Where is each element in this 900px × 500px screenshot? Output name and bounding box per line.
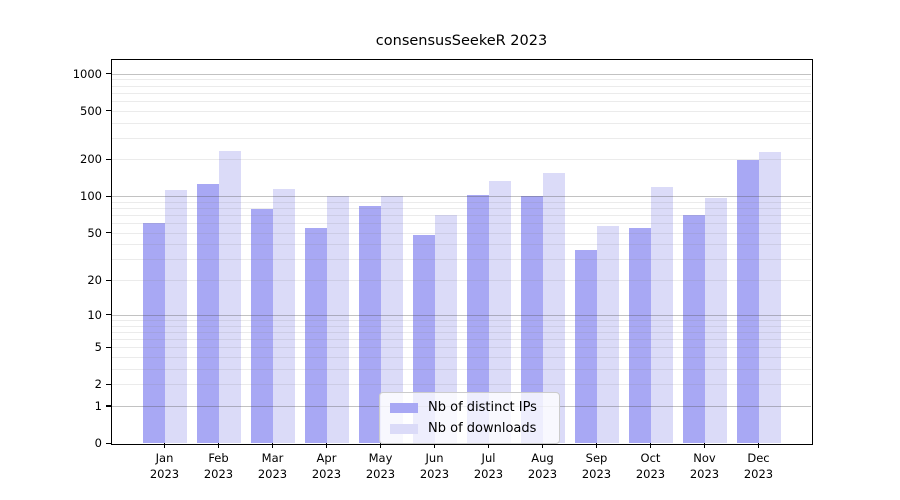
bar-feb-downloads xyxy=(218,151,241,443)
bar-aug-distinct-ips xyxy=(520,196,543,443)
legend-label-distinct-ips: Nb of distinct IPs xyxy=(428,400,537,415)
bar-jul-distinct-ips xyxy=(466,195,489,443)
bar-may-distinct-ips xyxy=(358,206,381,443)
legend: Nb of distinct IPs Nb of downloads xyxy=(379,392,560,444)
bar-jul-downloads xyxy=(488,180,511,443)
x-tick-mark-sep xyxy=(596,443,598,448)
x-tick-label-sep: Sep 2023 xyxy=(581,451,612,481)
x-tick-label-jun: Jun 2023 xyxy=(419,451,450,481)
legend-item-distinct-ips: Nb of distinct IPs xyxy=(386,397,551,418)
y-tick-label-500: 500 xyxy=(80,103,102,118)
x-tick-label-jul: Jul 2023 xyxy=(473,451,504,481)
x-tick-label-may: May 2023 xyxy=(365,451,396,481)
x-tick-mark-feb xyxy=(218,443,220,448)
bar-sep-distinct-ips xyxy=(574,249,597,443)
y-tick-label-1: 1 xyxy=(94,398,102,413)
y-tick-mark-1 xyxy=(106,405,111,407)
x-tick-label-jan: Jan 2023 xyxy=(149,451,180,481)
x-tick-mark-aug xyxy=(542,443,544,448)
y-tick-mark-0 xyxy=(106,442,111,444)
bar-jan-downloads xyxy=(164,190,187,443)
y-tick-mark-500 xyxy=(106,110,111,112)
y-tick-mark-10 xyxy=(106,314,111,316)
x-tick-label-mar: Mar 2023 xyxy=(257,451,288,481)
bar-apr-downloads xyxy=(326,196,349,443)
y-tick-label-5: 5 xyxy=(94,340,102,355)
bar-dec-downloads xyxy=(758,152,781,443)
bar-sep-downloads xyxy=(596,225,619,443)
y-tick-mark-1000 xyxy=(106,73,111,75)
x-tick-mark-apr xyxy=(326,443,328,448)
bar-mar-downloads xyxy=(272,188,295,443)
x-tick-mark-jan xyxy=(164,443,166,448)
legend-label-downloads: Nb of downloads xyxy=(428,421,537,436)
y-tick-label-0: 0 xyxy=(94,436,102,450)
x-tick-label-nov: Nov 2023 xyxy=(689,451,720,481)
y-tick-label-2: 2 xyxy=(94,377,102,392)
y-tick-mark-5 xyxy=(106,346,111,348)
plot-area: Nb of distinct IPs Nb of downloads xyxy=(110,58,813,445)
y-tick-label-50: 50 xyxy=(87,225,102,240)
bar-aug-downloads xyxy=(542,173,565,443)
x-tick-mark-mar xyxy=(272,443,274,448)
x-tick-mark-dec xyxy=(758,443,760,448)
y-tick-mark-100 xyxy=(106,195,111,197)
legend-swatch-distinct-ips xyxy=(390,402,418,413)
bar-may-downloads xyxy=(380,196,403,443)
bar-jun-downloads xyxy=(434,215,457,443)
y-tick-label-200: 200 xyxy=(80,152,102,167)
bar-nov-downloads xyxy=(704,197,727,443)
bars-layer xyxy=(112,60,811,443)
x-tick-label-oct: Oct 2023 xyxy=(635,451,666,481)
bar-oct-downloads xyxy=(650,187,673,443)
x-tick-label-aug: Aug 2023 xyxy=(527,451,558,481)
x-tick-mark-nov xyxy=(704,443,706,448)
bar-oct-distinct-ips xyxy=(628,227,651,443)
y-tick-label-1000: 1000 xyxy=(72,66,102,81)
x-tick-label-dec: Dec 2023 xyxy=(743,451,774,481)
legend-swatch-downloads xyxy=(390,423,418,434)
y-tick-mark-2 xyxy=(106,383,111,385)
bar-jun-distinct-ips xyxy=(412,234,435,443)
x-tick-label-apr: Apr 2023 xyxy=(311,451,342,481)
x-tick-mark-jul xyxy=(488,443,490,448)
bar-nov-distinct-ips xyxy=(682,215,705,443)
bar-mar-distinct-ips xyxy=(250,209,273,443)
x-tick-mark-jun xyxy=(434,443,436,448)
y-tick-mark-20 xyxy=(106,279,111,281)
bar-dec-distinct-ips xyxy=(736,159,759,443)
bar-feb-distinct-ips xyxy=(196,184,219,443)
chart-title: consensusSeekeR 2023 xyxy=(375,33,548,49)
legend-item-downloads: Nb of downloads xyxy=(386,418,551,439)
x-tick-label-feb: Feb 2023 xyxy=(203,451,234,481)
y-tick-label-100: 100 xyxy=(80,189,102,204)
y-tick-mark-50 xyxy=(106,232,111,234)
x-tick-mark-may xyxy=(380,443,382,448)
bar-jan-distinct-ips xyxy=(142,223,165,443)
bar-apr-distinct-ips xyxy=(304,227,327,443)
x-tick-mark-oct xyxy=(650,443,652,448)
y-tick-mark-200 xyxy=(106,158,111,161)
y-tick-label-20: 20 xyxy=(87,273,102,288)
y-tick-label-10: 10 xyxy=(87,307,102,322)
